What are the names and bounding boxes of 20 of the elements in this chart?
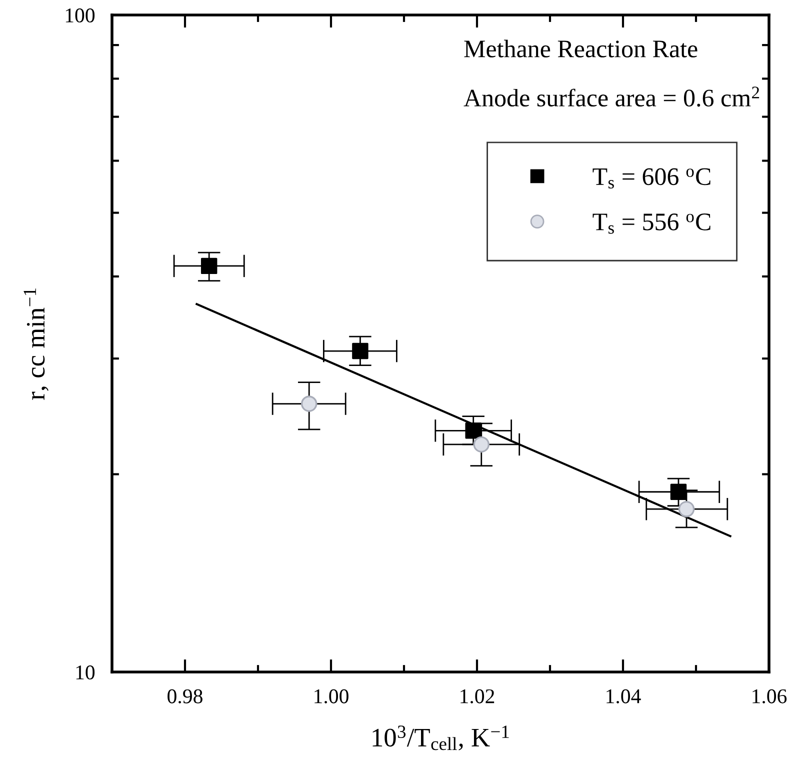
point bbox=[200, 258, 218, 274]
legend-label: T$_{s}$ = 556 $^{o}$C bbox=[592, 214, 710, 234]
point bbox=[670, 484, 687, 500]
annotation: Anode surface area = 0.6 cm$^{2}$ bbox=[464, 86, 760, 107]
point bbox=[352, 342, 368, 360]
point bbox=[300, 396, 318, 412]
x-tick-label: 0.98 bbox=[168, 689, 202, 704]
x-tick-label: 1.02 bbox=[460, 689, 494, 704]
point bbox=[473, 436, 490, 453]
point bbox=[465, 422, 482, 439]
x-tick-label: 1.06 bbox=[752, 689, 787, 704]
y-tick-label: 100 bbox=[66, 8, 95, 22]
y-tick-label: 10 bbox=[76, 665, 95, 680]
x-axis-title: 10$^{3}$/T$_{cell}$, K$^{−1}$ bbox=[372, 726, 509, 750]
x-tick-label: 1.00 bbox=[314, 689, 348, 704]
annotation: Methane Reaction Rate bbox=[464, 40, 698, 58]
y-axis-title: r, cc min$^{−1}$ bbox=[24, 288, 48, 400]
point bbox=[678, 500, 695, 518]
legend-label: T$_{s}$ = 606 $^{o}$C bbox=[592, 168, 710, 188]
x-tick-label: 1.04 bbox=[606, 689, 641, 704]
